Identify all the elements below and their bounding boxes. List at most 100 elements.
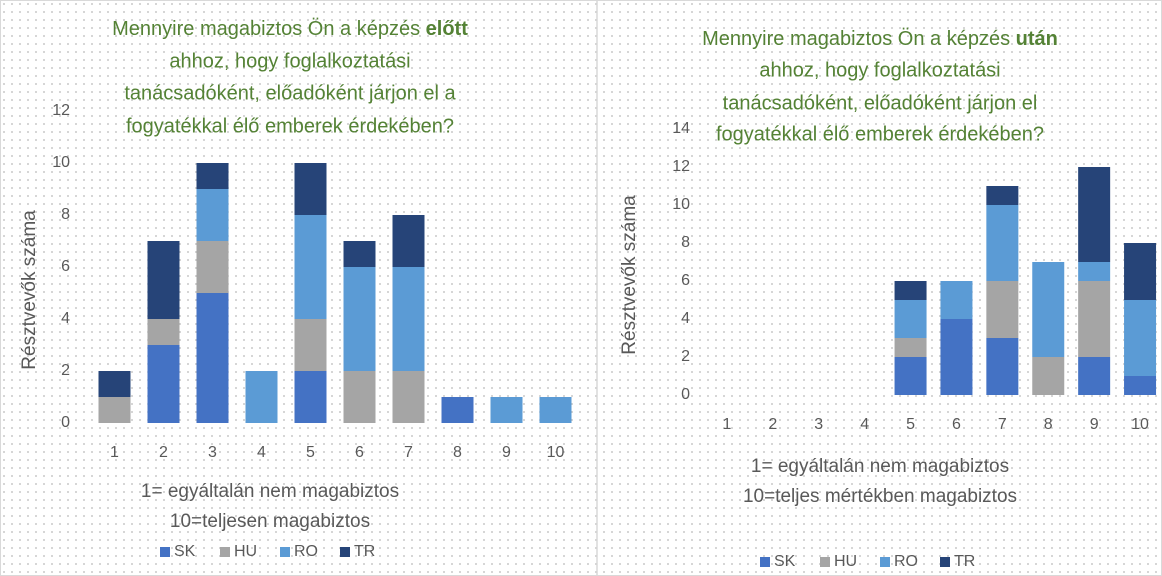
bar-segment xyxy=(147,345,180,423)
bar-segment xyxy=(1078,281,1111,357)
bar-segment xyxy=(147,241,180,319)
y-tick-label: 10 xyxy=(52,154,70,171)
legend-swatch xyxy=(820,557,830,567)
y-tick-label: 4 xyxy=(681,310,690,327)
bar-segment xyxy=(294,319,327,371)
x-tick-label: 2 xyxy=(159,444,168,461)
y-axis-title: Résztvevők száma xyxy=(19,210,40,370)
x-tick-label: 1 xyxy=(110,444,119,461)
bar-segment xyxy=(490,397,523,423)
bar-segment xyxy=(1078,167,1111,262)
bar-segment xyxy=(343,267,376,371)
bar-segment xyxy=(147,319,180,345)
bar-segment xyxy=(196,189,229,241)
y-tick-label: 0 xyxy=(61,414,70,431)
x-tick-label: 6 xyxy=(355,444,364,461)
bar-segment xyxy=(986,338,1019,395)
title-segment: után xyxy=(1016,28,1058,50)
bar-segment xyxy=(294,163,327,215)
y-tick-label: 10 xyxy=(672,196,690,213)
bar-segment xyxy=(894,357,927,395)
y-tick-label: 4 xyxy=(61,310,70,327)
bar-segment xyxy=(986,205,1019,281)
legend-swatch xyxy=(760,557,770,567)
bar-segment xyxy=(986,186,1019,205)
bar-segment xyxy=(1032,262,1065,357)
bar-segment xyxy=(894,300,927,338)
x-tick-label: 3 xyxy=(208,444,217,461)
x-tick-label: 4 xyxy=(860,416,869,433)
x-tick-label: 8 xyxy=(453,444,462,461)
x-tick-label: 7 xyxy=(404,444,413,461)
x-tick-label: 7 xyxy=(998,416,1007,433)
bar-segment xyxy=(1124,300,1157,376)
y-tick-label: 0 xyxy=(681,386,690,403)
chart-title: tanácsadóként, előadóként járjon el xyxy=(723,92,1038,114)
bar-segment xyxy=(294,215,327,319)
bar-segment xyxy=(1032,357,1065,395)
title-segment: előtt xyxy=(426,18,469,40)
bar-segment xyxy=(894,281,927,300)
y-tick-label: 12 xyxy=(672,158,690,175)
bar-segment xyxy=(940,319,973,395)
title-segment: Mennyire magabiztos Ön a képzés xyxy=(112,18,426,40)
bar-segment xyxy=(986,281,1019,338)
legend-swatch xyxy=(880,557,890,567)
bar-segment xyxy=(539,397,572,423)
x-axis-title: 1= egyáltalán nem magabiztos xyxy=(141,481,399,502)
y-tick-label: 6 xyxy=(681,272,690,289)
y-tick-label: 8 xyxy=(61,206,70,223)
bar-segment xyxy=(196,293,229,423)
legend-swatch xyxy=(160,547,170,557)
legend-swatch xyxy=(220,547,230,557)
bar-segment xyxy=(1124,243,1157,300)
y-tick-label: 2 xyxy=(61,362,70,379)
chart-title: fogyatékkal élő emberek érdekében? xyxy=(126,115,454,137)
x-tick-label: 6 xyxy=(952,416,961,433)
legend-label: SK xyxy=(174,543,196,560)
bar-segment xyxy=(196,241,229,293)
legend-swatch xyxy=(280,547,290,557)
legend-label: HU xyxy=(234,543,257,560)
bar-segment xyxy=(294,371,327,423)
y-tick-label: 2 xyxy=(681,348,690,365)
y-tick-label: 6 xyxy=(61,258,70,275)
bar-segment xyxy=(441,397,474,423)
x-tick-label: 1 xyxy=(722,416,731,433)
chart-title: Mennyire magabiztos Ön a képzés után xyxy=(702,28,1058,50)
x-tick-label: 9 xyxy=(1090,416,1099,433)
x-tick-label: 3 xyxy=(814,416,823,433)
x-tick-label: 5 xyxy=(306,444,315,461)
x-tick-label: 5 xyxy=(906,416,915,433)
title-segment: Mennyire magabiztos Ön a képzés xyxy=(702,28,1016,50)
x-axis-title: 1= egyáltalán nem magabiztos xyxy=(751,456,1009,477)
bar-segment xyxy=(98,397,131,423)
chart-title: fogyatékkal élő emberek érdekében? xyxy=(716,123,1044,145)
chart-title: ahhoz, hogy foglalkoztatási xyxy=(169,50,410,72)
bar-segment xyxy=(1078,262,1111,281)
bar-segment xyxy=(343,241,376,267)
x-axis-title: 10=teljesen magabiztos xyxy=(170,511,370,532)
bar-segment xyxy=(894,338,927,357)
bar-segment xyxy=(196,163,229,189)
x-tick-label: 4 xyxy=(257,444,266,461)
bar-segment xyxy=(392,267,425,371)
chart-title: ahhoz, hogy foglalkoztatási xyxy=(759,59,1000,81)
legend-label: SK xyxy=(774,553,796,570)
legend-label: RO xyxy=(894,553,918,570)
legend-label: HU xyxy=(834,553,857,570)
x-axis-title: 10=teljes mértékben magabiztos xyxy=(743,486,1017,507)
bar-segment xyxy=(245,371,278,423)
bar-segment xyxy=(940,281,973,319)
x-tick-label: 9 xyxy=(502,444,511,461)
bar-segment xyxy=(392,215,425,267)
legend-label: TR xyxy=(354,543,375,560)
bar-segment xyxy=(1124,376,1157,395)
bar-segment xyxy=(343,371,376,423)
x-tick-label: 10 xyxy=(1131,416,1149,433)
chart-title: Mennyire magabiztos Ön a képzés előtt xyxy=(112,18,468,40)
y-tick-label: 14 xyxy=(672,120,690,137)
bar-segment xyxy=(392,371,425,423)
legend-label: RO xyxy=(294,543,318,560)
bar-segment xyxy=(1078,357,1111,395)
